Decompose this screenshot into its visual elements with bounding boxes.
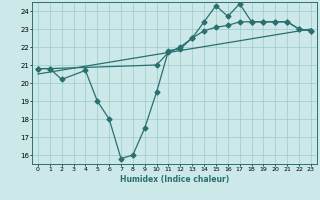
X-axis label: Humidex (Indice chaleur): Humidex (Indice chaleur) [120, 175, 229, 184]
